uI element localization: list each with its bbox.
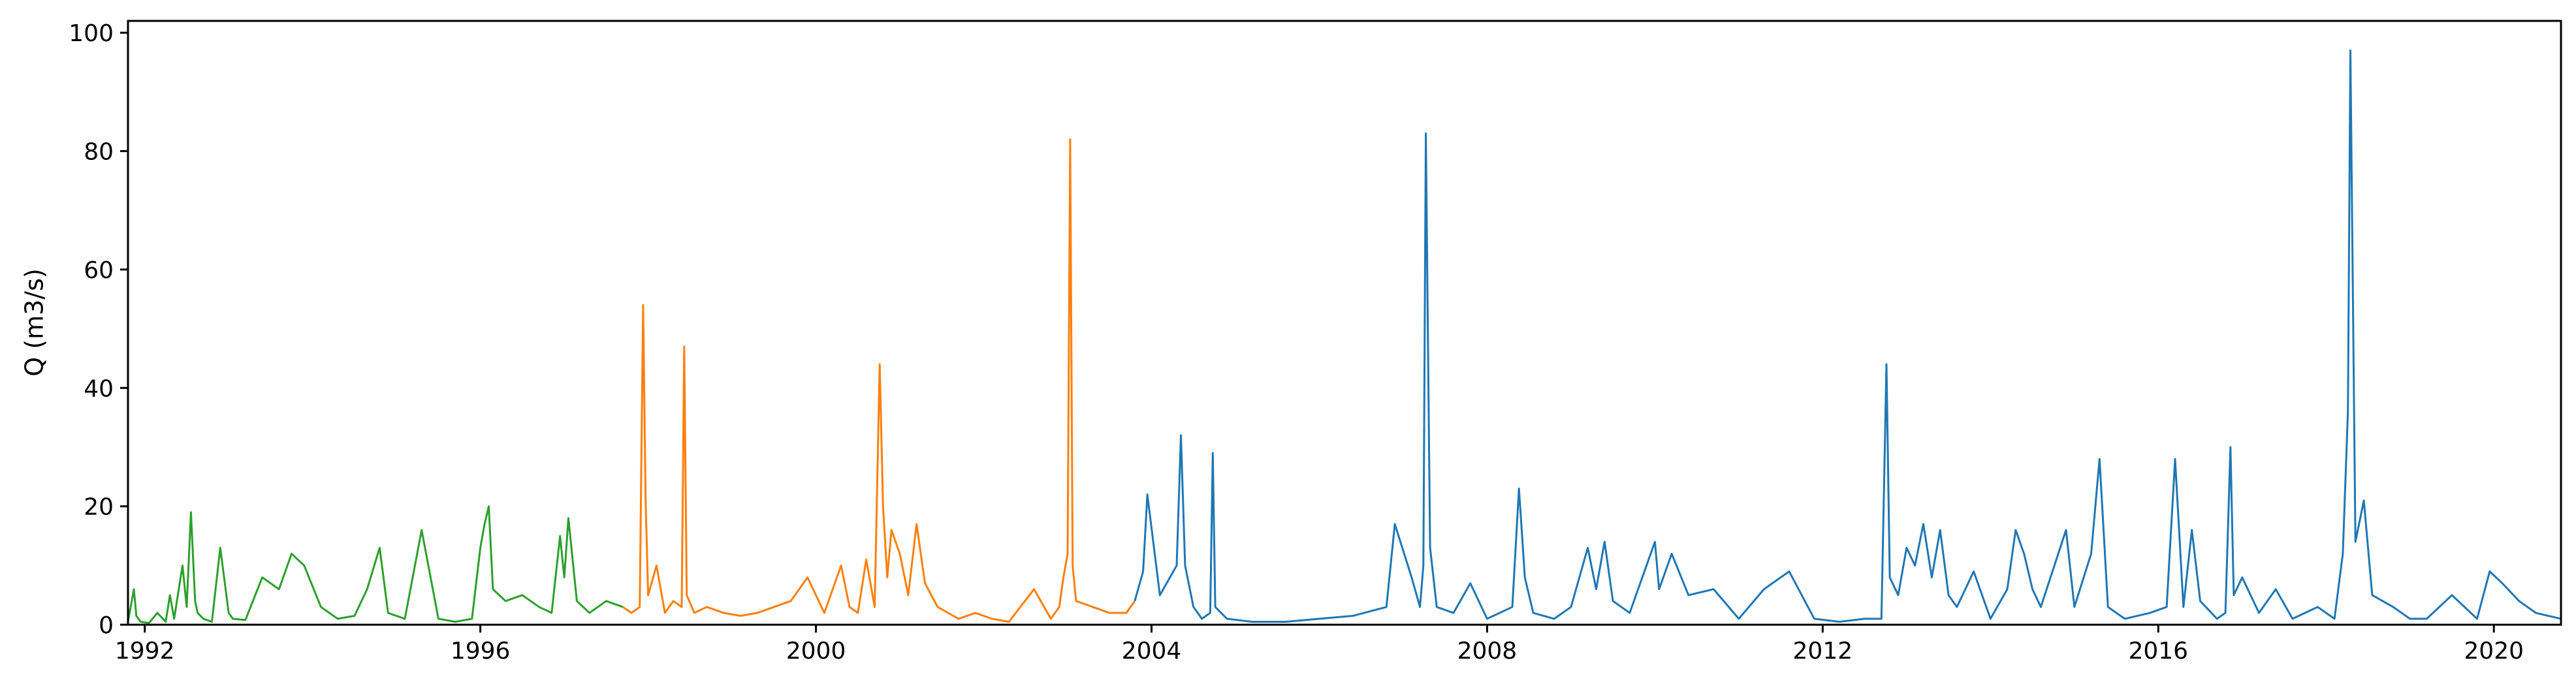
x-tick-label: 2004: [1122, 638, 1182, 665]
y-tick-label: 0: [99, 612, 114, 639]
x-axis: 1992 1996 2000 2004 2008 2012 2016 2020: [115, 625, 2524, 665]
y-tick-label: 40: [84, 375, 114, 402]
plot-frame: [127, 20, 2562, 626]
series-line-2: [622, 138, 1136, 623]
y-axis-label: Q (m3/s): [20, 268, 49, 376]
x-tick-label: 2020: [2464, 638, 2524, 665]
series-layer: [127, 49, 2562, 624]
x-tick-label: 2012: [1793, 638, 1853, 665]
y-tick-label: 60: [84, 257, 114, 284]
y-axis: 0 20 40 60 80 100: [69, 20, 128, 639]
y-tick-label: 80: [84, 139, 114, 166]
y-tick-label: 20: [84, 494, 114, 521]
series-line-3: [1134, 49, 2562, 623]
x-tick-label: 2000: [786, 638, 846, 665]
x-tick-label: 2016: [2128, 638, 2188, 665]
x-tick-label: 1992: [115, 638, 175, 665]
x-tick-label: 1996: [451, 638, 511, 665]
y-tick-label: 100: [69, 20, 114, 47]
series-line-1: [127, 505, 624, 624]
x-tick-label: 2008: [1457, 638, 1518, 665]
